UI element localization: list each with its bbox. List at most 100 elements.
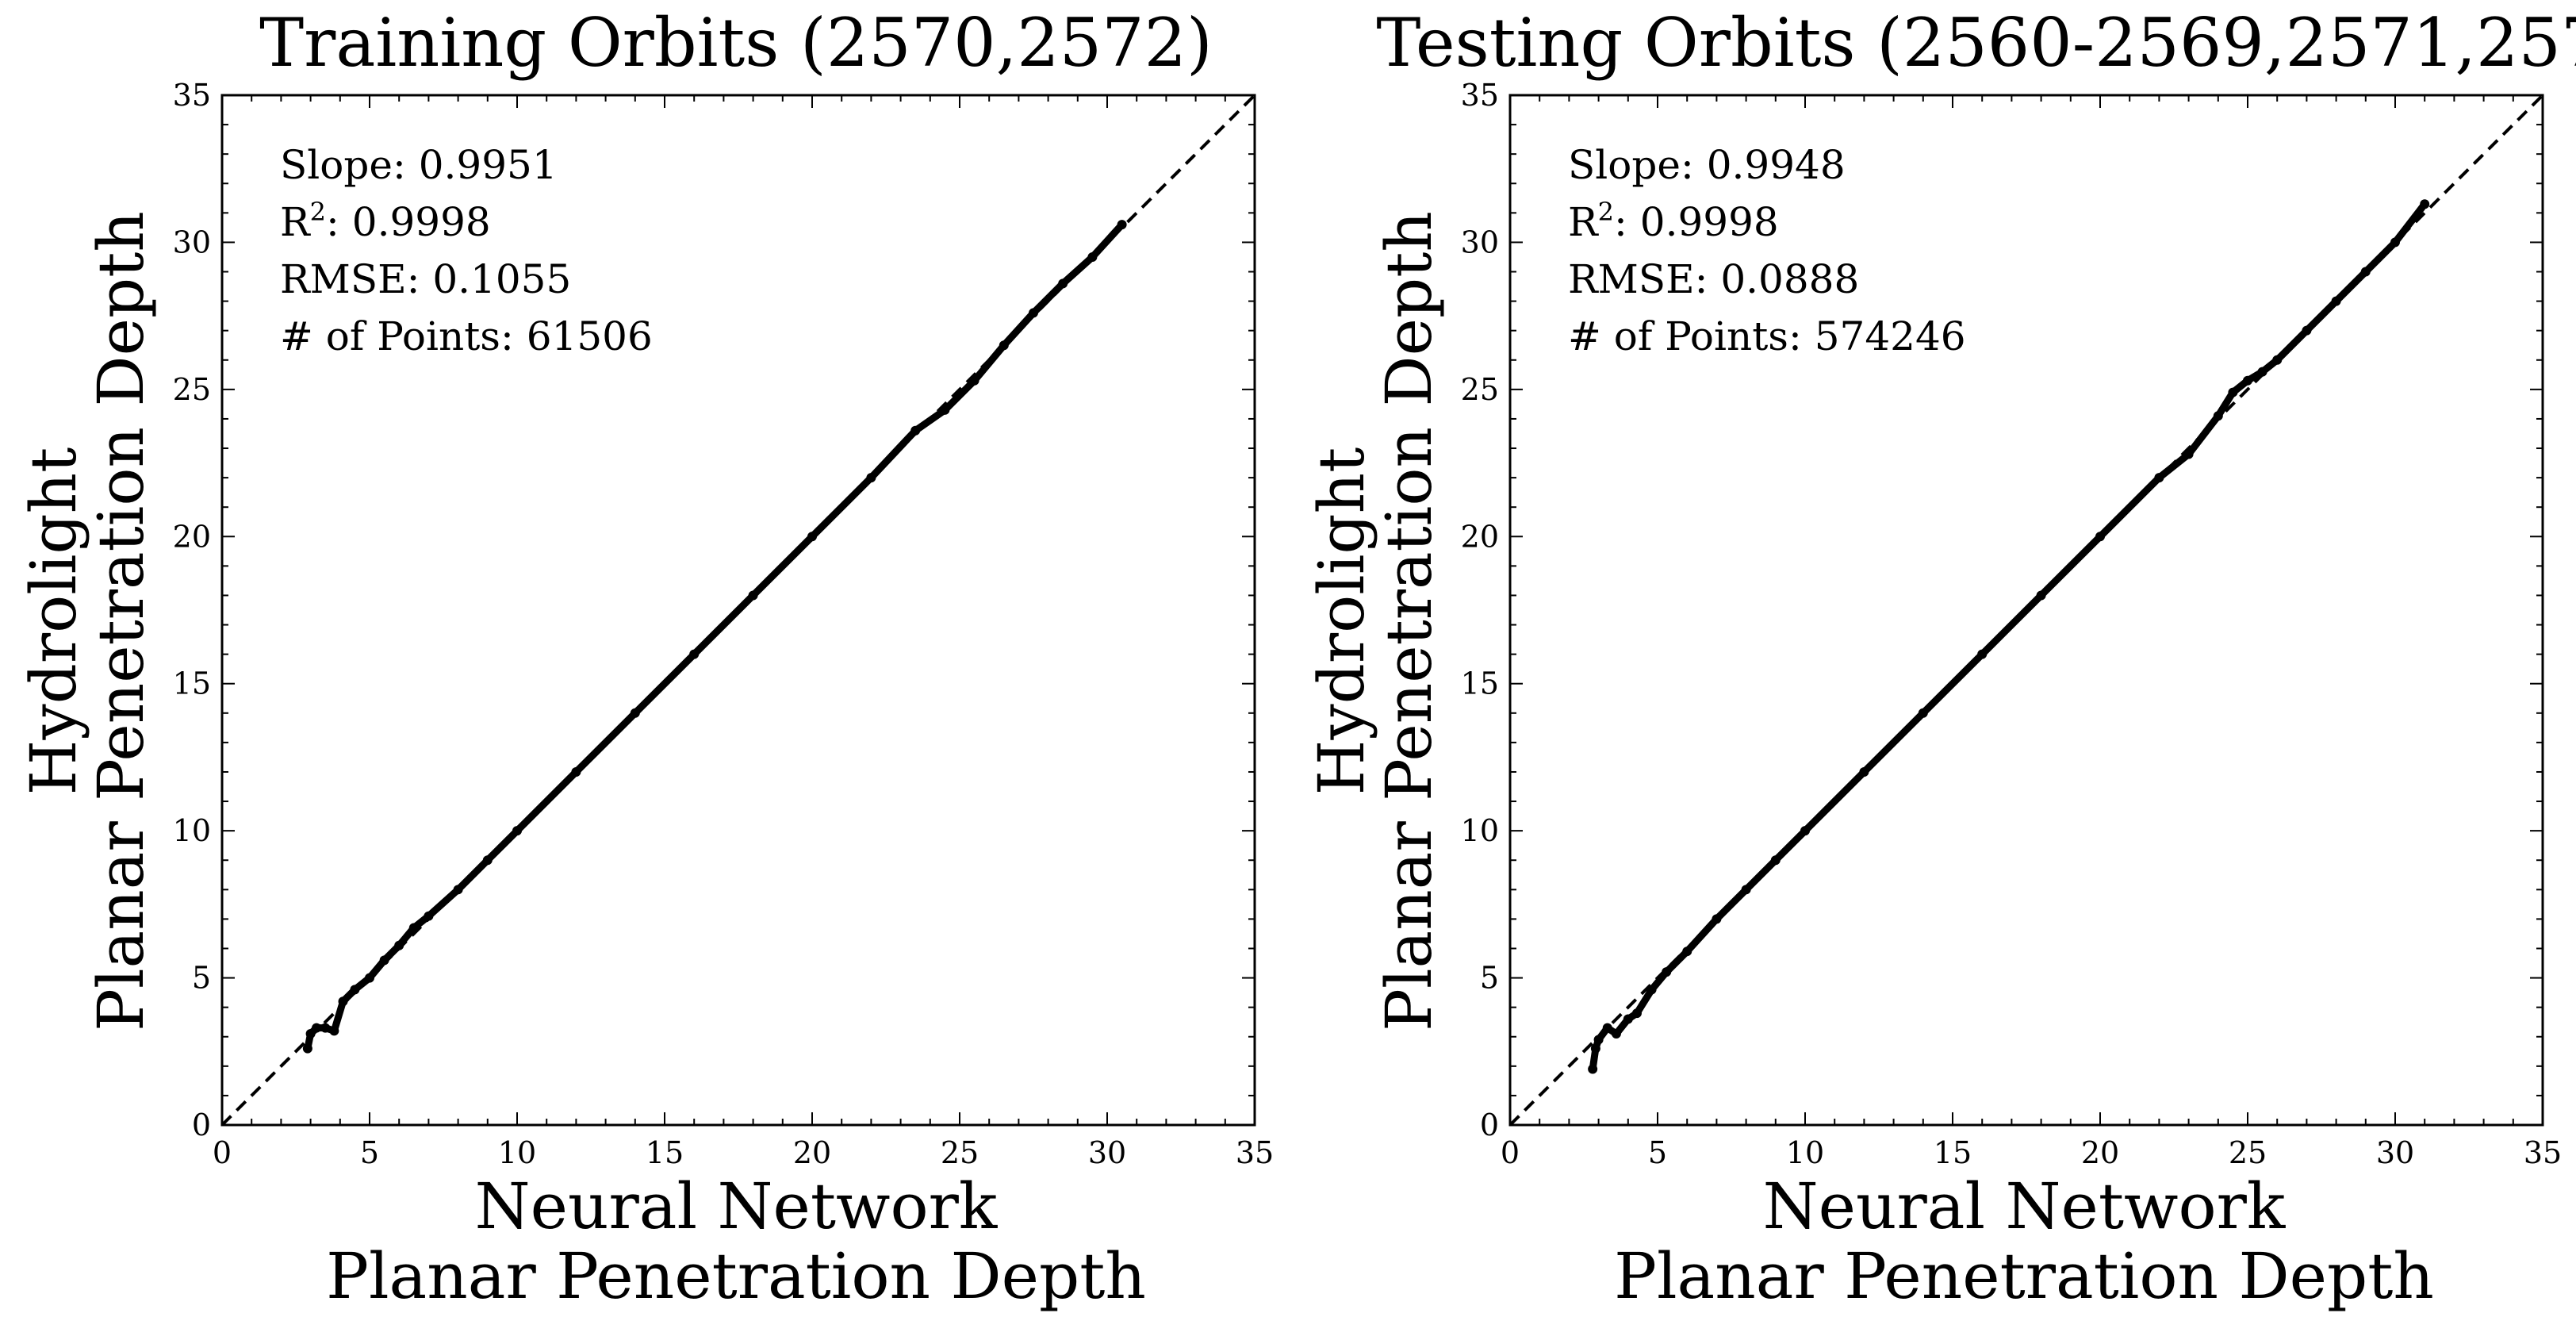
scatter-point (1593, 1035, 1604, 1045)
scatter-point (2213, 411, 2223, 421)
x-tick-label: 10 (498, 1135, 536, 1170)
scatter-point (408, 923, 419, 933)
scatter-point (1859, 766, 1869, 777)
scatter-point (866, 473, 876, 483)
scatter-point (1623, 1014, 1633, 1024)
plot-frame (1508, 94, 2544, 1127)
scatter-point (2243, 375, 2252, 386)
x-tick-label: 20 (793, 1135, 831, 1170)
y-tick-label: 0 (1480, 1108, 1499, 1142)
y-tick-label: 5 (192, 961, 211, 996)
y-tick-label: 20 (1461, 519, 1499, 554)
chart-panel-training: Training Orbits (2570,2572) Hydrolight P… (17, 4, 1275, 1313)
y-axis-label-line-2: Planar Penetration Depth (84, 211, 158, 1031)
y-tick-label: 25 (173, 372, 211, 407)
stat-line: Slope: 0.9948 (1568, 142, 1846, 188)
scatter-point (394, 940, 404, 950)
x-tick-label: 25 (2229, 1135, 2267, 1170)
scatter-point (807, 532, 817, 542)
x-axis-label-line-1: Neural Network (475, 1169, 999, 1243)
scatter-point (305, 1029, 316, 1039)
scatter-point (1588, 1064, 1598, 1074)
scatter-point (338, 996, 348, 1007)
y-tick-label: 5 (1480, 961, 1499, 996)
scatter-point (312, 1023, 322, 1033)
scatter-point (379, 955, 389, 966)
scatter-point (571, 766, 581, 777)
scatter-point (2154, 473, 2164, 483)
chart-training: Training Orbits (2570,2572) Hydrolight P… (17, 4, 1275, 1313)
scatter-point (1977, 649, 1988, 659)
scatter-point (2420, 199, 2430, 209)
stats-box: Slope: 0.9948 R2: 0.9998 RMSE: 0.0888 # of … (1568, 142, 1966, 359)
scatter-point (1058, 278, 1068, 289)
stat-line: RMSE: 0.1055 (280, 256, 571, 302)
scatter-point (1602, 1023, 1612, 1033)
scatter-point (2331, 296, 2341, 306)
scatter-point (302, 1043, 312, 1054)
x-axis-label-line-2: Planar Penetration Depth (326, 1239, 1146, 1313)
scatter-point (1918, 708, 1928, 718)
scatter-point (1682, 946, 1692, 957)
scatter-point (424, 911, 434, 921)
x-tick-label: 0 (213, 1135, 232, 1170)
scatter-point (2272, 355, 2283, 365)
scatter-point (1712, 914, 1722, 924)
chart-title: Training Orbits (2570,2572) (259, 4, 1213, 82)
stat-line: Slope: 0.9951 (280, 142, 558, 188)
scatter-point (1590, 1043, 1600, 1054)
scatter-point (1029, 308, 1038, 318)
x-tick-label: 5 (360, 1135, 379, 1170)
y-tick-label: 35 (1461, 78, 1499, 113)
scatter-point (453, 885, 463, 895)
y-tick-label: 10 (173, 813, 211, 848)
chart-testing: Testing Orbits (2560-2569,2571,2573) Hyd… (1305, 4, 2576, 1313)
scatter-point (1800, 826, 1810, 836)
scatter-point (350, 985, 360, 995)
y-tick-label: 15 (173, 666, 211, 701)
scatter-point (2228, 387, 2238, 397)
stat-line: # of Points: 574246 (1568, 313, 1966, 359)
x-tick-label: 5 (1648, 1135, 1667, 1170)
scatter-point (512, 826, 522, 836)
scatter-point (482, 855, 493, 866)
x-tick-label: 30 (2376, 1135, 2414, 1170)
scatter-point (2360, 267, 2371, 277)
y-tick-label: 15 (1461, 666, 1499, 701)
scatter-point (329, 1026, 339, 1036)
chart-panel-testing: Testing Orbits (2560-2569,2571,2573) Hyd… (1288, 0, 2576, 1340)
scatter-point (2036, 590, 2046, 601)
axes: 00 5 5 10 10 15 15 20 20 25 25 30 30 35 35 (173, 78, 1275, 1170)
y-tick-label: 35 (173, 78, 211, 113)
scatter-points (1508, 94, 2544, 1127)
y-tick-label: 30 (1461, 225, 1499, 259)
scatter-point (320, 1023, 331, 1033)
stat-line: RMSE: 0.0888 (1568, 256, 1859, 302)
scatter-point (1611, 1029, 1621, 1039)
x-axis-label-line-2: Planar Penetration Depth (1614, 1239, 2434, 1313)
x-axis-label-line-1: Neural Network (1763, 1169, 2287, 1243)
stat-line: R2: 0.9998 (280, 197, 491, 245)
y-tick-label: 10 (1461, 813, 1499, 848)
scatter-point (999, 340, 1009, 351)
x-tick-label: 10 (1786, 1135, 1824, 1170)
scatter-point (689, 649, 700, 659)
y-tick-label: 20 (173, 519, 211, 554)
scatter-point (2257, 367, 2267, 377)
axes: 00 5 5 10 10 15 15 20 20 25 25 30 30 35 35 (1461, 78, 2563, 1170)
y-tick-label: 0 (192, 1108, 211, 1142)
scatter-point (2302, 325, 2312, 336)
stat-line: R2: 0.9998 (1568, 197, 1779, 245)
scatter-point (2095, 532, 2105, 542)
x-tick-label: 30 (1088, 1135, 1126, 1170)
scatter-point (748, 590, 758, 601)
scatter-point (2390, 237, 2400, 248)
y-axis-label-line-2: Planar Penetration Depth (1372, 211, 1446, 1031)
scatter-point (910, 425, 921, 436)
scatter-point (1631, 1008, 1642, 1019)
y-axis-label-line-1: Hydrolight (17, 447, 90, 796)
scatter-point (1662, 967, 1672, 977)
stat-line: # of Points: 61506 (280, 313, 653, 359)
scatter-point (630, 708, 640, 718)
scatter-point (1770, 855, 1781, 866)
